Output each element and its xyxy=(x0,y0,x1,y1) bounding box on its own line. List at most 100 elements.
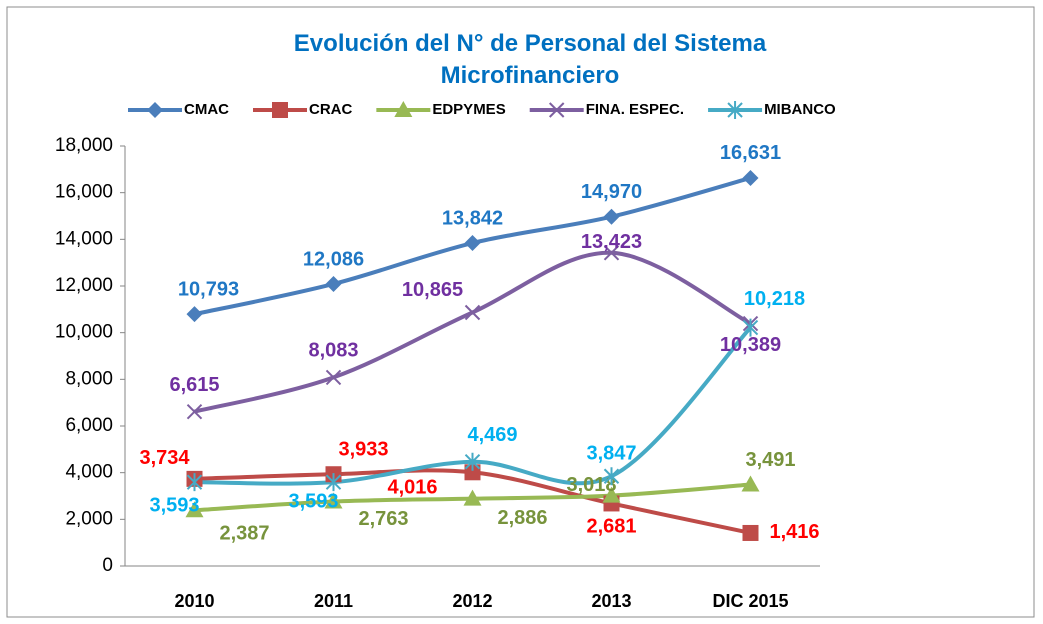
marker xyxy=(603,245,620,261)
marker-shape xyxy=(272,102,288,118)
data-label: 2,387 xyxy=(219,523,269,545)
data-label: 2,763 xyxy=(358,508,408,530)
marker xyxy=(186,403,203,420)
y-tick-label: 12,000 xyxy=(55,275,113,296)
data-label: 1,416 xyxy=(769,521,819,543)
marker-shape xyxy=(742,169,759,186)
marker-shape xyxy=(603,245,620,261)
marker xyxy=(147,102,163,118)
marker-shape xyxy=(464,464,481,481)
marker-shape xyxy=(603,208,620,225)
data-label: 2,886 xyxy=(497,507,547,529)
marker xyxy=(741,475,760,492)
legend-label: FINA. ESPEC. xyxy=(586,101,684,118)
legend-label: MIBANCO xyxy=(764,101,836,118)
marker xyxy=(464,452,481,471)
data-label: 16,631 xyxy=(720,142,781,164)
y-tick-label: 4,000 xyxy=(65,462,113,483)
marker-shape xyxy=(185,501,204,518)
marker-shape xyxy=(742,318,759,337)
data-label: 12,086 xyxy=(303,248,364,270)
data-label: 3,018 xyxy=(566,474,616,496)
marker-shape xyxy=(324,492,343,509)
marker xyxy=(272,102,288,118)
marker-shape xyxy=(464,452,481,471)
data-label: 14,970 xyxy=(581,181,642,203)
data-label: 4,016 xyxy=(387,477,437,499)
data-label: 4,469 xyxy=(467,424,517,446)
y-tick-label: 16,000 xyxy=(55,182,113,203)
legend-label: CMAC xyxy=(184,101,229,118)
marker xyxy=(742,169,759,186)
data-label: 10,389 xyxy=(720,334,781,356)
marker xyxy=(325,473,342,492)
marker-shape xyxy=(727,101,743,119)
y-tick-label: 0 xyxy=(102,555,113,576)
data-label: 10,218 xyxy=(744,288,805,310)
marker xyxy=(394,101,413,117)
data-label: 3,491 xyxy=(745,449,795,471)
marker xyxy=(464,464,481,481)
legend-label: CRAC xyxy=(309,101,352,118)
data-label: 3,593 xyxy=(288,490,338,512)
marker-shape xyxy=(325,369,342,386)
marker xyxy=(727,101,743,119)
chart-title: Evolución del N° de Personal del Sistema… xyxy=(293,30,767,89)
marker xyxy=(324,492,343,509)
marker xyxy=(325,275,342,292)
legend-label: EDPYMES xyxy=(432,101,505,118)
series-line xyxy=(194,326,752,486)
marker-shape xyxy=(186,306,203,323)
marker-shape xyxy=(548,102,565,118)
marker-shape xyxy=(741,475,760,492)
marker xyxy=(602,486,621,503)
marker-shape xyxy=(742,524,759,541)
y-tick-label: 10,000 xyxy=(55,322,113,343)
x-tick-label: 2010 xyxy=(174,591,214,611)
marker xyxy=(185,501,204,518)
y-tick-label: 2,000 xyxy=(65,508,113,529)
marker-shape xyxy=(603,467,620,486)
marker-shape xyxy=(147,102,163,118)
y-tick-label: 18,000 xyxy=(55,135,113,156)
y-tick-label: 6,000 xyxy=(65,415,113,436)
data-label: 10,793 xyxy=(178,278,239,300)
x-tick-label: 2013 xyxy=(591,591,631,611)
marker xyxy=(186,306,203,323)
data-label: 13,423 xyxy=(581,231,642,253)
data-label: 2,681 xyxy=(586,516,636,538)
marker-shape xyxy=(325,473,342,492)
marker-shape xyxy=(394,101,413,117)
marker xyxy=(548,102,565,118)
x-tick-label: 2011 xyxy=(314,591,353,611)
marker xyxy=(464,235,481,252)
marker-shape xyxy=(186,473,203,492)
data-label: 8,083 xyxy=(308,340,358,362)
data-label: 3,734 xyxy=(139,447,190,469)
data-label: 13,842 xyxy=(442,207,503,229)
marker xyxy=(742,524,759,541)
marker-shape xyxy=(186,403,203,420)
x-tick-label: 2012 xyxy=(452,591,492,611)
data-label: 6,615 xyxy=(169,374,219,396)
marker xyxy=(325,369,342,386)
marker-shape xyxy=(602,486,621,503)
y-tick-label: 14,000 xyxy=(55,228,113,249)
data-label: 10,865 xyxy=(402,279,463,301)
marker-shape xyxy=(464,304,481,321)
marker xyxy=(603,467,620,486)
data-label: 3,847 xyxy=(586,443,636,465)
marker-shape xyxy=(325,275,342,292)
marker-shape xyxy=(463,489,482,506)
marker xyxy=(742,318,759,337)
marker xyxy=(186,473,203,492)
x-tick-label: DIC 2015 xyxy=(712,591,788,611)
data-label: 3,593 xyxy=(149,494,199,516)
marker xyxy=(464,304,481,321)
marker xyxy=(603,208,620,225)
y-tick-label: 8,000 xyxy=(65,368,113,389)
marker xyxy=(463,489,482,506)
data-label: 3,933 xyxy=(338,439,388,461)
